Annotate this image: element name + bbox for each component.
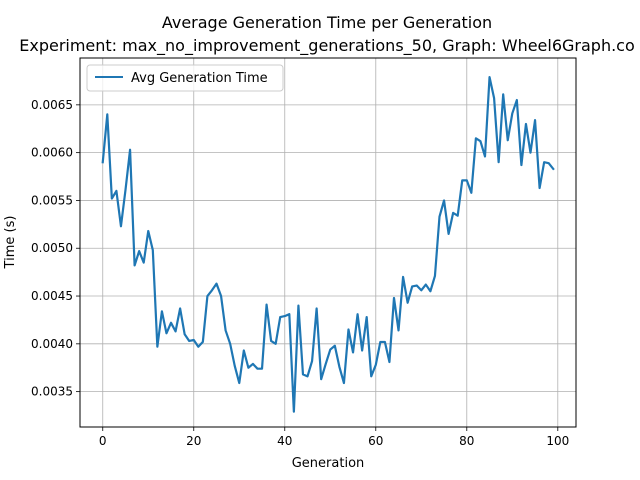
y-tick-label: 0.0040 xyxy=(31,337,73,351)
chart-title: Average Generation Time per Generation xyxy=(162,13,492,32)
x-tick-label: 100 xyxy=(546,434,569,448)
y-tick-label: 0.0050 xyxy=(31,241,73,255)
x-tick-label: 20 xyxy=(186,434,201,448)
y-tick-label: 0.0035 xyxy=(31,385,73,399)
plot-area xyxy=(101,76,555,413)
grid xyxy=(80,58,576,427)
axis-ticks: 0 20 40 60 80 100 0.0035 0.0040 0.0045 0.0050 0.00… xyxy=(31,98,569,448)
y-tick-label: 0.0065 xyxy=(31,98,73,112)
series-line xyxy=(101,76,555,413)
y-tick-label: 0.0060 xyxy=(31,146,73,160)
x-axis-label: Generation xyxy=(292,456,365,471)
chart-subtitle: Experiment: max_no_improvement_generatio… xyxy=(19,36,635,56)
y-axis-label: Time (s) xyxy=(3,216,18,270)
y-tick-label: 0.0055 xyxy=(31,193,73,207)
y-tick-label: 0.0045 xyxy=(31,289,73,303)
x-tick-label: 40 xyxy=(277,434,292,448)
legend: Avg Generation Time xyxy=(86,64,284,92)
legend-box xyxy=(86,64,284,92)
x-tick-label: 80 xyxy=(459,434,474,448)
legend-label: Avg Generation Time xyxy=(131,71,268,86)
x-tick-label: 60 xyxy=(368,434,383,448)
plot-frame xyxy=(79,57,577,428)
x-tick-label: 0 xyxy=(99,434,107,448)
